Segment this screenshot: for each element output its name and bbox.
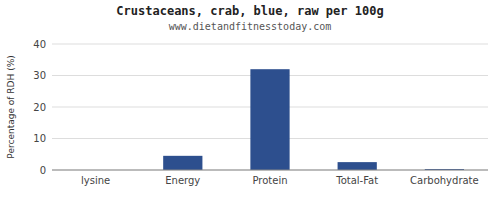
x-axis-line	[52, 170, 488, 171]
y-tick-label: 30	[33, 70, 46, 81]
bar	[163, 156, 202, 170]
bar	[250, 69, 289, 170]
y-tick-label: 10	[33, 133, 46, 144]
grid-line	[52, 44, 488, 45]
grid-line	[52, 170, 488, 171]
bar	[338, 162, 377, 170]
x-tick-label: lysine	[81, 175, 110, 186]
grid	[52, 44, 488, 170]
x-tick-label: Total-Fat	[335, 175, 378, 186]
y-axis-label: Percentage of RDH (%)	[6, 55, 16, 158]
y-tick-label: 20	[33, 102, 46, 113]
subtitle: www.dietandfitnesstoday.com	[169, 21, 332, 32]
y-tick-label: 0	[40, 165, 46, 176]
bars	[163, 69, 464, 170]
x-tick-label: Carbohydrate	[410, 175, 479, 186]
title: Crustaceans, crab, blue, raw per 100g	[116, 4, 383, 18]
chart-svg: Crustaceans, crab, blue, raw per 100g www…	[0, 0, 500, 200]
x-tick-label: Protein	[252, 175, 287, 186]
x-tick-label: Energy	[165, 175, 200, 186]
chart-container: Crustaceans, crab, blue, raw per 100g www…	[0, 0, 500, 200]
y-tick-label: 40	[33, 39, 46, 50]
